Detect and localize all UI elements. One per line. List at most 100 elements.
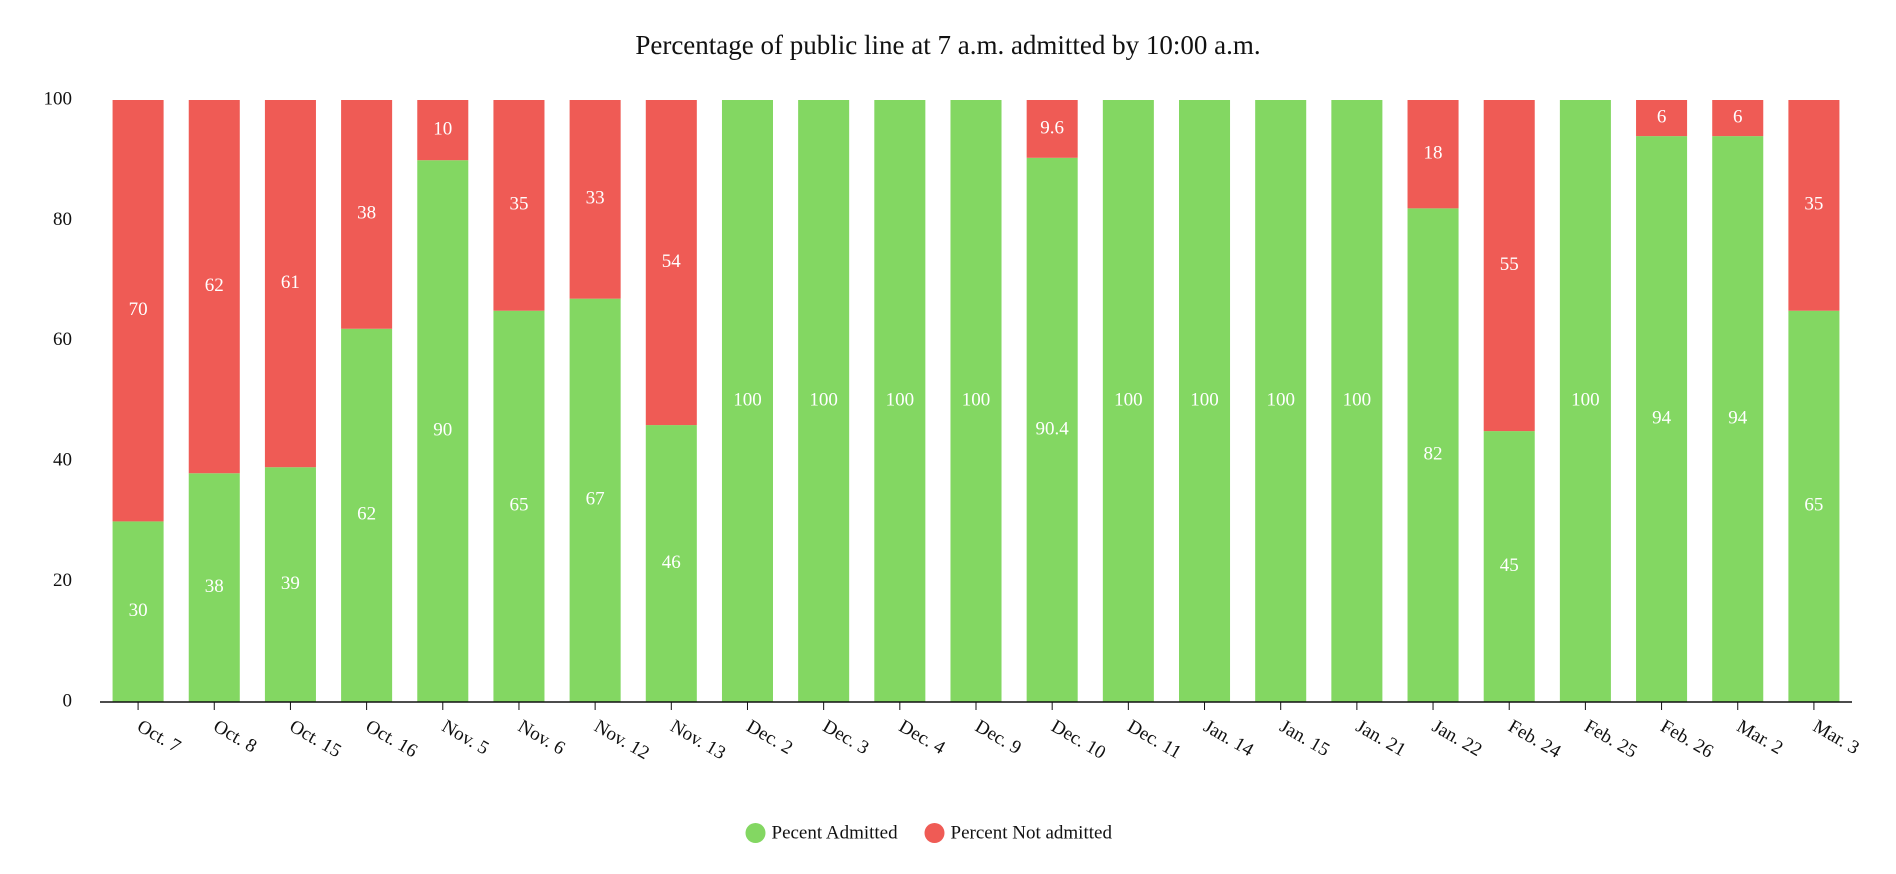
value-label: 6 (1733, 106, 1743, 127)
legend-marker (924, 823, 945, 843)
bar-segment (1636, 100, 1688, 137)
value-label: 18 (1424, 143, 1443, 164)
bar-segment (1102, 100, 1154, 702)
bar-segment (1179, 100, 1231, 702)
x-tick-label: Jan. 15 (1276, 716, 1333, 761)
x-tick-label: Oct. 8 (210, 716, 261, 757)
bar-segment (1788, 100, 1840, 311)
bar-segment (1636, 136, 1688, 702)
bar-segment (417, 100, 469, 161)
x-tick-label: Nov. 6 (514, 716, 568, 759)
bar-segment (950, 100, 1002, 702)
value-label: 35 (509, 194, 528, 215)
value-label: 82 (1424, 444, 1443, 465)
value-label: 62 (205, 275, 224, 296)
chart-title: Percentage of public line at 7 a.m. admi… (635, 30, 1260, 60)
value-label: 65 (509, 495, 528, 516)
value-label: 94 (1728, 407, 1748, 428)
value-label: 100 (1343, 389, 1372, 410)
legend-marker (745, 823, 766, 843)
value-label: 46 (662, 552, 681, 573)
bar-segment (341, 328, 393, 702)
bar-segment (1255, 100, 1307, 702)
value-label: 55 (1500, 254, 1519, 275)
value-label: 90 (433, 419, 452, 440)
x-tick-label: Nov. 5 (438, 716, 492, 759)
value-label: 9.6 (1040, 117, 1064, 138)
x-tick-label: Nov. 13 (667, 716, 729, 764)
bar-segment (1407, 100, 1459, 209)
value-label: 45 (1500, 555, 1519, 576)
bar-segment (645, 100, 697, 426)
value-label: 100 (886, 389, 915, 410)
x-tick-label: Feb. 24 (1505, 716, 1565, 763)
value-label: 100 (1190, 389, 1219, 410)
bar-segment (417, 160, 469, 702)
bar-segment (1483, 100, 1535, 432)
x-tick-label: Mar. 3 (1809, 716, 1862, 759)
value-label: 100 (962, 389, 991, 410)
x-tick-label: Oct. 16 (362, 716, 421, 762)
x-tick-label: Dec. 11 (1124, 716, 1185, 763)
value-label: 100 (1114, 389, 1143, 410)
y-tick-label: 80 (53, 209, 72, 230)
bar-segment (264, 467, 316, 702)
x-tick-label: Feb. 26 (1657, 716, 1717, 763)
x-tick-label: Dec. 10 (1047, 716, 1109, 764)
bar-segment (1788, 310, 1840, 702)
value-label: 61 (281, 272, 300, 293)
x-tick-label: Mar. 2 (1733, 716, 1786, 759)
x-tick-label: Oct. 7 (133, 716, 184, 757)
bar-segment (341, 100, 393, 329)
bar-segment (569, 298, 621, 702)
y-tick-label: 100 (44, 88, 73, 109)
value-label: 38 (357, 203, 376, 224)
bar-segment (112, 100, 164, 522)
value-label: 94 (1652, 407, 1672, 428)
value-label: 100 (1266, 389, 1295, 410)
bar-segment (1712, 100, 1764, 137)
bar-segment (569, 100, 621, 299)
x-tick-label: Feb. 25 (1581, 716, 1641, 763)
value-label: 70 (129, 299, 148, 320)
bar-segment (1407, 208, 1459, 703)
x-tick-label: Jan. 14 (1200, 716, 1258, 761)
x-tick-label: Dec. 9 (971, 716, 1024, 759)
value-label: 67 (586, 489, 605, 510)
bar-segment (1026, 100, 1078, 158)
value-label: 65 (1804, 495, 1823, 516)
legend-label: Percent Not admitted (951, 822, 1113, 843)
y-tick-label: 60 (53, 329, 72, 350)
value-label: 90.4 (1036, 418, 1070, 439)
bar-segment (798, 100, 850, 702)
x-tick-label: Dec. 2 (743, 716, 796, 759)
y-tick-label: 0 (63, 690, 73, 711)
value-label: 38 (205, 576, 224, 597)
bar-segment (493, 100, 545, 311)
bar-segment (1026, 157, 1078, 703)
value-label: 100 (809, 389, 838, 410)
bar-segment (264, 100, 316, 468)
bar-segment (493, 310, 545, 702)
bar-segment (188, 100, 240, 474)
x-tick-label: Nov. 12 (590, 716, 652, 764)
x-tick-label: Jan. 21 (1352, 716, 1409, 761)
value-label: 10 (433, 118, 452, 139)
bar-segment (112, 521, 164, 702)
value-label: 30 (129, 600, 148, 621)
legend-label: Pecent Admitted (772, 822, 899, 843)
x-tick-label: Oct. 15 (286, 716, 345, 762)
value-label: 62 (357, 504, 376, 525)
bar-segment (1559, 100, 1611, 702)
y-tick-label: 20 (53, 570, 72, 591)
x-tick-label: Dec. 3 (819, 716, 872, 759)
bar-segment (1483, 431, 1535, 702)
bar-segment (1712, 136, 1764, 702)
y-tick-label: 40 (53, 450, 72, 471)
value-label: 6 (1657, 106, 1667, 127)
bar-segment (874, 100, 926, 702)
value-label: 54 (662, 251, 682, 272)
bar-segment (721, 100, 773, 702)
